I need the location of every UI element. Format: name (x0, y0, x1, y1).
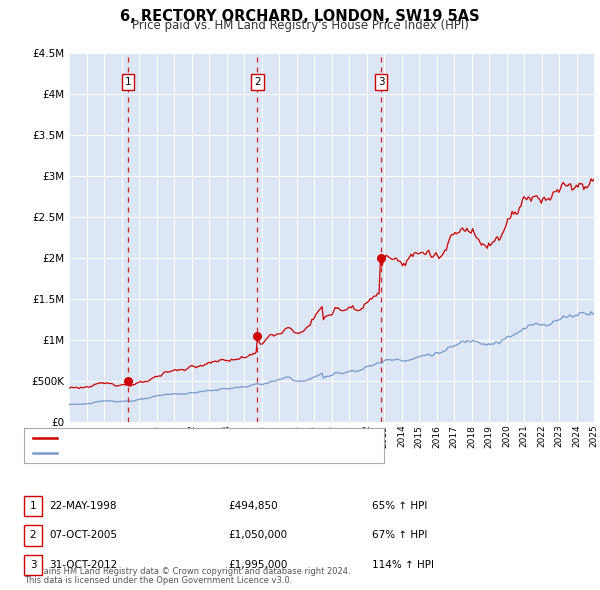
Text: 65% ↑ HPI: 65% ↑ HPI (372, 501, 427, 511)
Text: 6, RECTORY ORCHARD, LONDON, SW19 5AS (detached house): 6, RECTORY ORCHARD, LONDON, SW19 5AS (de… (60, 432, 370, 442)
Text: £1,050,000: £1,050,000 (228, 530, 287, 540)
Text: 6, RECTORY ORCHARD, LONDON, SW19 5AS: 6, RECTORY ORCHARD, LONDON, SW19 5AS (120, 9, 480, 24)
Text: HPI: Average price, detached house, Merton: HPI: Average price, detached house, Mert… (60, 448, 280, 458)
Text: 31-OCT-2012: 31-OCT-2012 (49, 560, 118, 570)
Text: £494,850: £494,850 (228, 501, 278, 511)
Text: 3: 3 (29, 560, 37, 570)
Text: 114% ↑ HPI: 114% ↑ HPI (372, 560, 434, 570)
Text: 2: 2 (29, 530, 37, 540)
Text: £1,995,000: £1,995,000 (228, 560, 287, 570)
Text: This data is licensed under the Open Government Licence v3.0.: This data is licensed under the Open Gov… (24, 576, 292, 585)
Text: 2: 2 (254, 77, 261, 87)
Text: 07-OCT-2005: 07-OCT-2005 (49, 530, 117, 540)
Text: Price paid vs. HM Land Registry's House Price Index (HPI): Price paid vs. HM Land Registry's House … (131, 19, 469, 32)
Text: 3: 3 (378, 77, 385, 87)
Text: Contains HM Land Registry data © Crown copyright and database right 2024.: Contains HM Land Registry data © Crown c… (24, 567, 350, 576)
Text: 1: 1 (125, 77, 131, 87)
Text: 1: 1 (29, 501, 37, 511)
Text: 67% ↑ HPI: 67% ↑ HPI (372, 530, 427, 540)
Text: 22-MAY-1998: 22-MAY-1998 (49, 501, 116, 511)
